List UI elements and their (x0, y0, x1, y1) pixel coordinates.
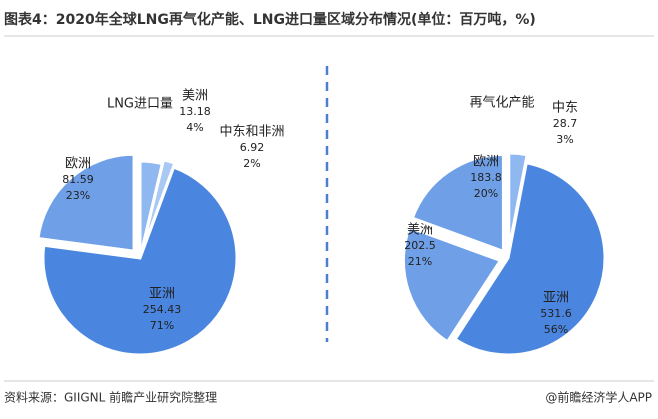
slice-value: 6.92 (240, 141, 265, 154)
slice-percent: 56% (544, 323, 568, 336)
slice-value: 13.18 (179, 105, 211, 118)
pie-title: LNG进口量 (107, 97, 173, 112)
pie-slice (452, 160, 607, 357)
slice-percent: 23% (66, 189, 90, 202)
pie-title: 再气化产能 (469, 95, 534, 111)
slice-name: 欧洲 (65, 157, 91, 172)
slice-name: 中东 (552, 101, 578, 116)
page-title: 图表4：2020年全球LNG再气化产能、LNG进口量区域分布情况(单位：百万吨，… (4, 11, 536, 28)
slice-name: 欧洲 (473, 155, 499, 170)
slice-name: 美洲 (407, 223, 433, 238)
slice-percent: 4% (186, 121, 203, 134)
slice-name: 亚洲 (149, 287, 175, 302)
slice-name: 亚洲 (543, 291, 569, 306)
pie-slice (36, 152, 136, 253)
pie-slice (410, 152, 505, 254)
slice-value: 183.8 (470, 171, 502, 184)
source: 资料来源：GIIGNL 前瞻产业研究院整理 (4, 390, 217, 405)
slice-percent: 21% (408, 255, 432, 268)
slice-value: 531.6 (540, 307, 572, 320)
slice-name: 美洲 (182, 89, 208, 104)
slice-percent: 20% (474, 187, 498, 200)
slice-name: 中东和非洲 (219, 125, 284, 140)
slice-value: 202.5 (404, 239, 436, 252)
slice-percent: 3% (556, 133, 573, 146)
pie-slice (401, 225, 503, 344)
slice-percent: 71% (150, 319, 174, 332)
slice-value: 254.43 (143, 303, 182, 316)
slice-percent: 2% (243, 157, 260, 170)
slice-value: 81.59 (62, 173, 94, 186)
credit: @前瞻经济学人APP (545, 390, 652, 405)
pie-slice (41, 165, 239, 357)
slice-value: 28.7 (553, 117, 578, 130)
